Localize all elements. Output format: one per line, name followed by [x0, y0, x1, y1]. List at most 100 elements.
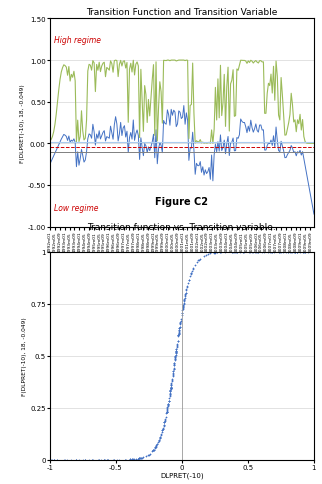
Point	[178, 318, 183, 325]
Point	[172, 359, 177, 367]
Point	[169, 382, 174, 390]
Point	[173, 352, 178, 360]
Point	[295, 248, 300, 256]
Point	[277, 248, 282, 256]
Point	[105, 456, 110, 464]
Point	[139, 454, 144, 462]
Point	[157, 435, 162, 442]
Point	[168, 386, 173, 393]
Point	[238, 248, 243, 256]
Point	[54, 456, 60, 464]
Point	[183, 292, 188, 300]
Point	[180, 303, 185, 311]
TF	[104, 75, 108, 80]
Point	[90, 456, 95, 464]
Point	[164, 408, 169, 415]
Point	[286, 248, 291, 256]
Point	[153, 444, 158, 452]
Point	[234, 248, 239, 256]
Point	[214, 249, 220, 257]
Point	[186, 276, 192, 284]
Point	[215, 249, 220, 257]
Point	[162, 419, 167, 426]
Point	[177, 323, 182, 331]
Point	[251, 248, 256, 256]
Text: Transition function vs. Transition variable.: Transition function vs. Transition varia…	[88, 222, 276, 231]
Point	[303, 248, 308, 256]
Point	[89, 456, 94, 464]
Point	[172, 360, 177, 368]
Point	[155, 439, 160, 446]
Point	[171, 368, 176, 376]
Point	[167, 392, 172, 400]
Point	[234, 248, 239, 256]
Point	[114, 456, 119, 464]
Point	[173, 349, 178, 357]
TF	[179, 58, 183, 64]
Point	[153, 443, 158, 451]
Point	[180, 302, 185, 310]
Point	[241, 248, 246, 256]
Point	[164, 409, 169, 417]
TV	[270, 143, 274, 149]
Point	[208, 250, 213, 257]
Point	[130, 455, 135, 463]
Point	[179, 311, 184, 319]
TF	[270, 91, 274, 97]
Point	[131, 455, 137, 463]
Point	[173, 352, 178, 360]
Point	[278, 248, 283, 256]
Point	[181, 300, 186, 307]
Point	[186, 277, 192, 285]
Point	[161, 421, 166, 429]
Point	[176, 330, 181, 337]
Point	[174, 348, 179, 355]
Point	[48, 456, 53, 464]
Point	[177, 320, 183, 328]
Point	[179, 309, 185, 317]
Point	[158, 432, 163, 439]
Point	[166, 398, 171, 406]
TF	[51, 135, 54, 140]
Point	[160, 425, 165, 433]
Point	[172, 361, 177, 369]
Point	[175, 337, 180, 345]
Point	[166, 397, 171, 405]
Point	[153, 443, 158, 451]
Point	[174, 345, 179, 353]
Point	[168, 384, 173, 392]
Text: Low regime: Low regime	[54, 203, 98, 212]
TV	[173, 110, 177, 116]
Point	[181, 298, 186, 306]
Point	[190, 268, 195, 275]
Point	[163, 413, 168, 421]
Point	[176, 332, 181, 339]
Point	[52, 456, 57, 464]
Point	[175, 340, 180, 348]
Point	[50, 456, 55, 464]
Point	[168, 388, 173, 395]
Point	[96, 456, 101, 464]
L_lim	[49, 150, 53, 155]
Point	[182, 295, 187, 302]
Point	[62, 456, 68, 464]
Point	[176, 328, 182, 336]
Point	[130, 455, 135, 463]
Point	[169, 377, 175, 384]
Point	[247, 248, 252, 256]
Point	[76, 456, 81, 464]
Point	[165, 401, 170, 409]
Point	[260, 248, 265, 256]
Point	[168, 383, 174, 391]
Point	[157, 435, 162, 442]
Point	[189, 270, 194, 277]
Point	[267, 248, 272, 256]
Point	[222, 248, 227, 256]
Point	[178, 318, 183, 326]
Point	[160, 425, 165, 433]
Point	[168, 384, 173, 392]
Point	[165, 402, 170, 409]
Point	[138, 454, 144, 462]
Point	[177, 325, 182, 333]
Point	[242, 248, 247, 256]
